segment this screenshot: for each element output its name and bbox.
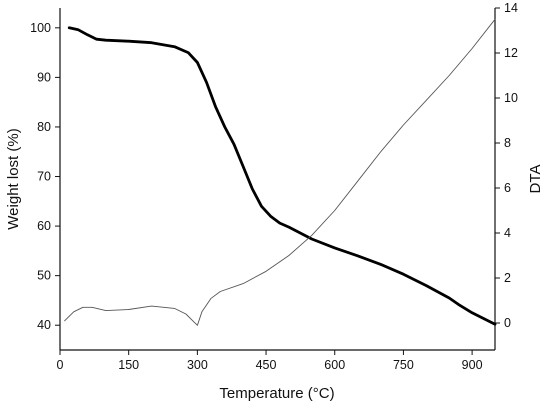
y-right-tick-label: 10 [504,91,518,105]
y-left-ticks: 40 50 60 70 80 90 100 [30,21,60,332]
y-right-tick-label: 6 [504,181,511,195]
x-tick-label: 0 [57,358,64,372]
x-axis-title: Temperature (°C) [219,385,334,402]
weight-loss-series-line [67,26,497,326]
x-ticks: 0 150 300 450 600 750 900 [57,350,483,372]
y-right-tick-label: 12 [504,46,518,60]
y-right-tick-label: 14 [504,1,518,15]
y-left-tick-label: 70 [37,170,51,184]
y-left-tick-label: 80 [37,120,51,134]
y-right-tick-label: 2 [504,271,511,285]
y-left-tick-label: 100 [30,21,51,35]
y-left-tick-label: 90 [37,70,51,84]
plot-frame [59,8,496,351]
dta-series-line [64,18,496,326]
y-left-tick-label: 60 [37,219,51,233]
x-tick-label: 900 [462,358,483,372]
y-right-ticks: 0 2 4 6 8 10 12 14 [495,1,518,330]
y-left-tick-label: 50 [37,269,51,283]
x-tick-label: 750 [393,358,414,372]
y-left-axis-title: Weight lost (%) [5,128,22,229]
x-tick-label: 450 [256,358,277,372]
y-right-axis-title: DTA [527,165,544,194]
series-layer [64,18,497,326]
y-right-tick-label: 0 [504,316,511,330]
x-tick-label: 150 [118,358,139,372]
y-right-tick-label: 8 [504,136,511,150]
y-left-tick-label: 40 [37,318,51,332]
x-tick-label: 300 [187,358,208,372]
x-tick-label: 600 [324,358,345,372]
y-right-tick-label: 4 [504,226,511,240]
